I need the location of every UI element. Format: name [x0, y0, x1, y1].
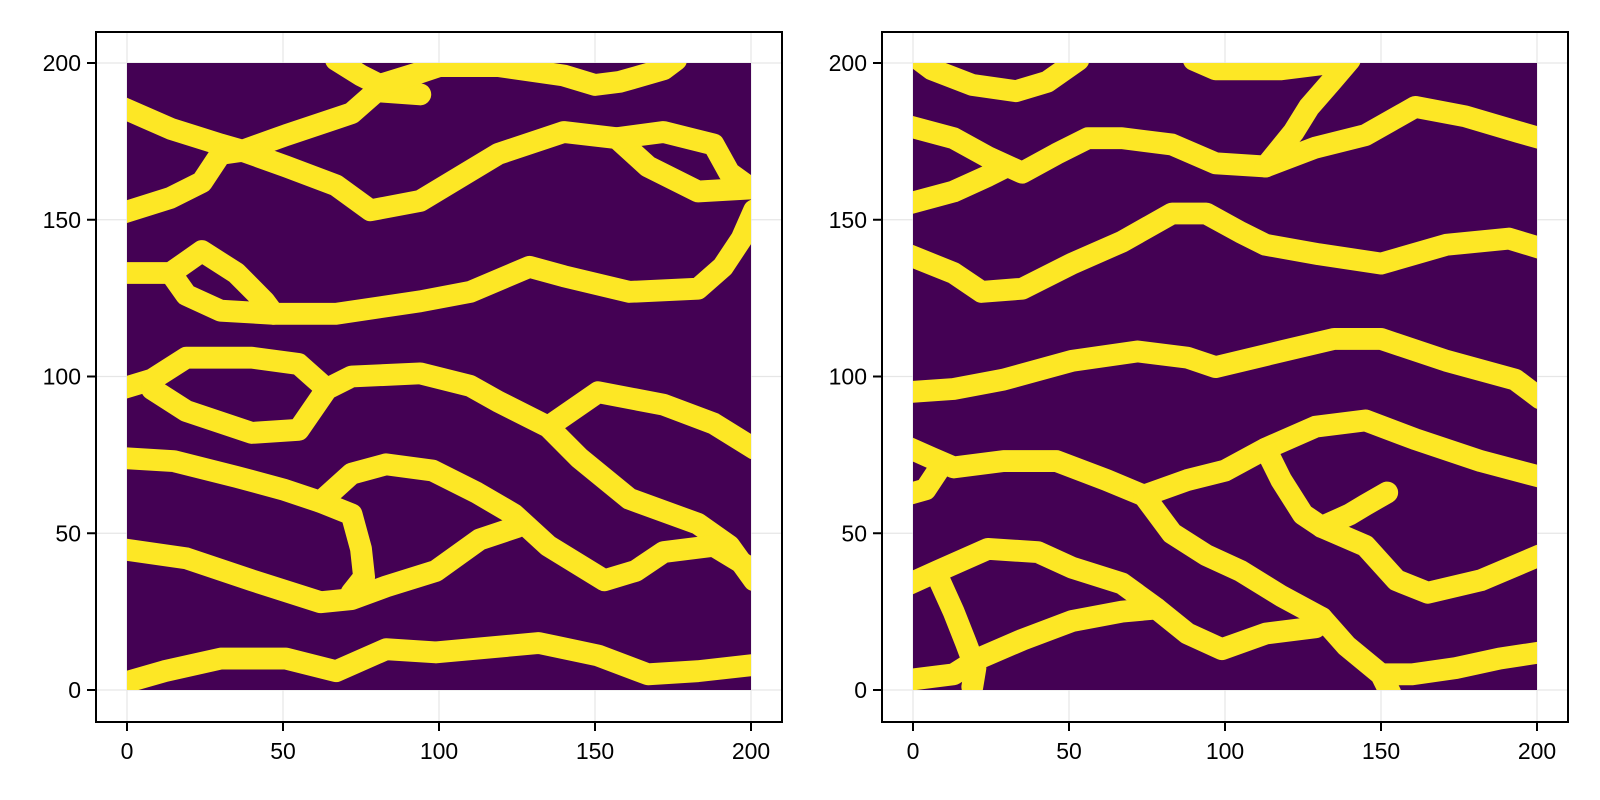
channel-path — [1254, 63, 1361, 178]
channel-path — [913, 409, 1537, 507]
y-tick-label: 200 — [829, 50, 867, 76]
channel-path — [913, 202, 1537, 303]
channel-path — [913, 327, 1537, 409]
channel-path — [537, 381, 751, 460]
channel-path — [927, 566, 987, 690]
x-tick-label: 0 — [121, 738, 134, 764]
channel-path — [141, 362, 751, 591]
x-tick-label: 0 — [907, 738, 920, 764]
channel-path — [1254, 437, 1537, 604]
heatmap-image — [127, 63, 751, 690]
x-tick-label: 200 — [1518, 738, 1556, 764]
channel-path — [127, 516, 528, 614]
x-tick-label: 150 — [576, 738, 614, 764]
heatmap-image — [913, 63, 1537, 690]
channel-path — [127, 632, 751, 690]
channel-path — [1132, 484, 1401, 690]
y-tick-label: 50 — [841, 520, 867, 546]
channel-path — [1183, 63, 1343, 81]
channel-path — [309, 453, 751, 592]
heatmap-panel-1: 0 50 100 150 200 0 50 100 150 200 — [43, 31, 783, 764]
y-tick-label: 50 — [55, 520, 81, 546]
y-tick-label: 0 — [68, 677, 81, 703]
channel-path — [325, 63, 687, 96]
channel-path — [127, 121, 751, 223]
channel-path — [913, 155, 1018, 214]
channel-path — [913, 459, 949, 505]
channel-path — [127, 80, 432, 162]
x-tick-label: 150 — [1362, 738, 1400, 764]
channel-path — [913, 537, 1333, 661]
heatmap-panel-2: 0 50 100 150 200 0 50 100 150 200 — [829, 31, 1569, 764]
x-tick-label: 50 — [270, 738, 296, 764]
channel-path — [1370, 641, 1537, 686]
channel-path — [913, 597, 1168, 690]
x-tick-label: 100 — [1206, 738, 1244, 764]
y-tick-label: 150 — [43, 207, 81, 233]
y-tick-label: 100 — [43, 364, 81, 390]
x-tick-label: 50 — [1056, 738, 1082, 764]
channel-path — [1310, 481, 1399, 538]
y-tick-label: 150 — [829, 207, 867, 233]
x-tick-label: 100 — [420, 738, 458, 764]
channel-path — [159, 199, 751, 325]
channel-path — [913, 63, 1089, 103]
channel-path — [605, 121, 751, 200]
y-tick-label: 0 — [854, 677, 867, 703]
x-tick-label: 200 — [732, 738, 770, 764]
y-tick-label: 200 — [43, 50, 81, 76]
y-tick-label: 100 — [829, 364, 867, 390]
